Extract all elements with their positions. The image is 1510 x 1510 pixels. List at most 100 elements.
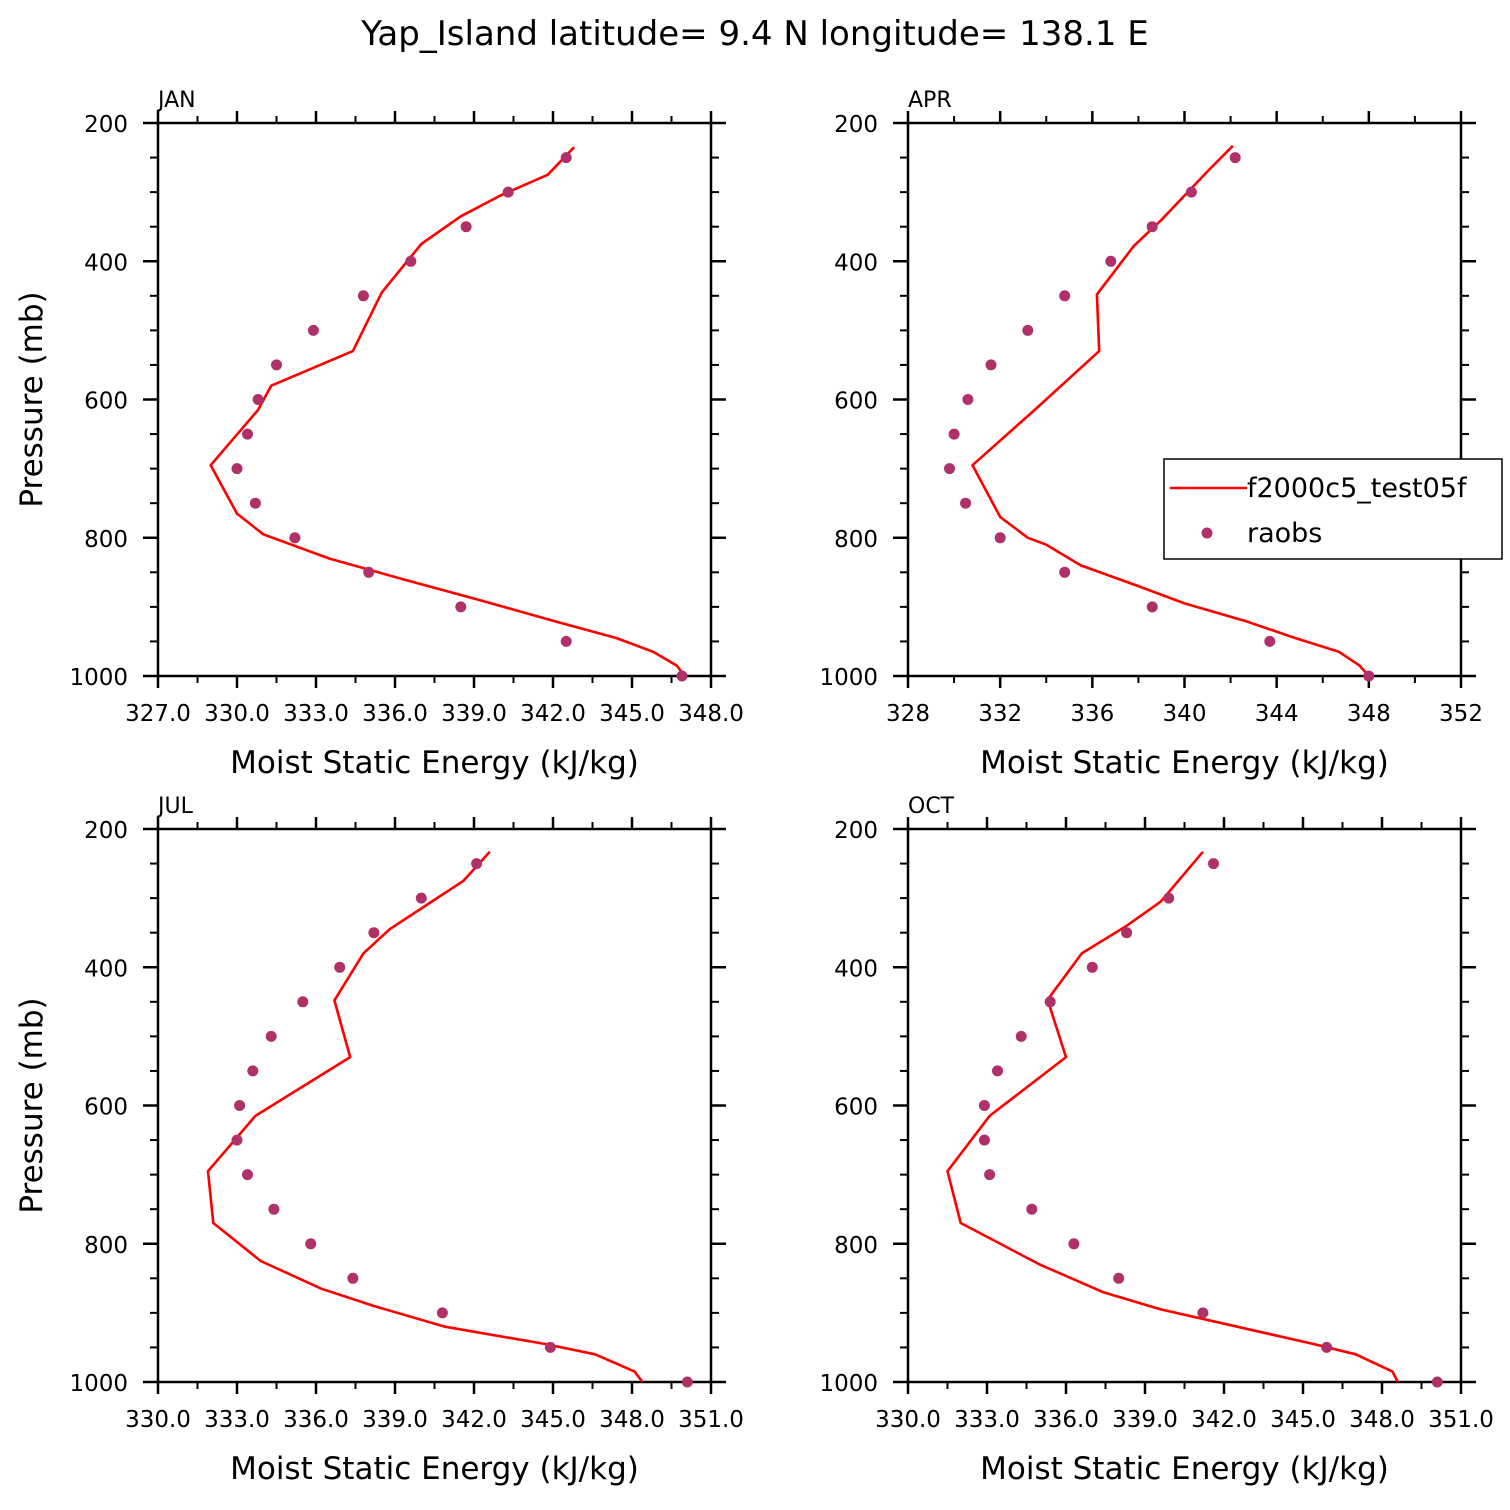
x-tick-label: 351.0 bbox=[1428, 1407, 1494, 1433]
legend-label-obs: raobs bbox=[1247, 518, 1322, 549]
obs-point bbox=[415, 892, 427, 904]
obs-point bbox=[1163, 892, 1175, 904]
y-axis-title: Pressure (mb) bbox=[14, 997, 50, 1213]
panel-label: JUL bbox=[156, 794, 194, 819]
obs-point bbox=[1146, 601, 1158, 613]
y-tick-label: 200 bbox=[834, 112, 878, 138]
obs-point bbox=[560, 635, 572, 647]
obs-point bbox=[268, 1203, 280, 1215]
y-tick-label: 800 bbox=[84, 527, 128, 553]
x-tick-label: 330.0 bbox=[125, 1407, 191, 1433]
obs-point bbox=[436, 1307, 448, 1319]
panel-label: APR bbox=[908, 88, 952, 113]
panel-jan: JAN 327.0 330.0 333.0 336.0 339.0 342.0 345.0 34… bbox=[14, 88, 744, 781]
x-tick-label: 336.0 bbox=[1033, 1407, 1099, 1433]
obs-point bbox=[544, 1341, 556, 1353]
y-tick-label: 600 bbox=[84, 1095, 128, 1121]
y-tick-label: 800 bbox=[834, 527, 878, 553]
obs-point bbox=[960, 497, 972, 509]
obs-point bbox=[1086, 961, 1098, 973]
x-tick-label: 330.0 bbox=[875, 1407, 941, 1433]
y-tick-label: 200 bbox=[84, 112, 128, 138]
x-tick-label: 351.0 bbox=[678, 1407, 744, 1433]
obs-point bbox=[347, 1272, 359, 1284]
obs-point bbox=[681, 1376, 693, 1388]
panel-apr: APR 328 332 336 340 344 348 352 200 400 600 800 1000… bbox=[819, 88, 1483, 781]
x-axis-title: Moist Static Energy (kJ/kg) bbox=[980, 1451, 1389, 1487]
obs-point bbox=[1015, 1030, 1027, 1042]
obs-point bbox=[1044, 996, 1056, 1008]
obs-point bbox=[944, 463, 955, 475]
x-tick-label: 339.0 bbox=[362, 1407, 428, 1433]
x-tick-label: 333.0 bbox=[954, 1407, 1020, 1433]
y-tick-label: 600 bbox=[834, 389, 878, 415]
obs-point bbox=[676, 670, 688, 682]
obs-point bbox=[1229, 152, 1241, 164]
series-line-jan bbox=[209, 146, 686, 677]
y-tick-label: 600 bbox=[84, 389, 128, 415]
x-tick-label: 348.0 bbox=[599, 1407, 665, 1433]
obs-point bbox=[978, 1100, 990, 1111]
obs-point bbox=[984, 1169, 996, 1181]
obs-point bbox=[252, 394, 264, 405]
obs-point bbox=[234, 1100, 246, 1111]
legend-dot-marker bbox=[1201, 527, 1213, 539]
panel-label: JAN bbox=[156, 88, 196, 113]
obs-point bbox=[948, 428, 960, 440]
obs-point bbox=[297, 996, 309, 1008]
y-tick-label: 400 bbox=[84, 956, 128, 982]
obs-point bbox=[1105, 255, 1117, 267]
x-tick-label: 345.0 bbox=[1270, 1407, 1336, 1433]
y-tick-label: 400 bbox=[834, 250, 878, 276]
obs-point bbox=[1431, 1376, 1443, 1388]
obs-point bbox=[231, 1134, 243, 1146]
obs-point bbox=[1068, 1238, 1080, 1250]
y-tick-label: 1000 bbox=[819, 1371, 878, 1397]
x-tick-label: 342.0 bbox=[1191, 1407, 1257, 1433]
obs-point bbox=[249, 497, 261, 509]
obs-point bbox=[460, 221, 472, 233]
x-tick-label: 339.0 bbox=[441, 701, 507, 727]
panel-oct: OCT 330.0 333.0 336.0 339.0 342.0 345.0 348.0 35… bbox=[819, 794, 1493, 1487]
obs-point bbox=[357, 290, 369, 302]
obs-point bbox=[1026, 1203, 1038, 1215]
y-tick-label: 1000 bbox=[69, 665, 128, 691]
x-tick-label: 333.0 bbox=[283, 701, 349, 727]
obs-point bbox=[363, 566, 375, 578]
x-tick-label: 339.0 bbox=[1112, 1407, 1178, 1433]
x-tick-label: 345.0 bbox=[520, 1407, 586, 1433]
obs-point bbox=[1363, 670, 1375, 682]
obs-point bbox=[1197, 1307, 1209, 1319]
y-axis-title: Pressure (mb) bbox=[14, 291, 50, 507]
x-tick-label: 344 bbox=[1255, 701, 1299, 727]
obs-point bbox=[242, 1169, 253, 1181]
y-tick-label: 800 bbox=[84, 1233, 128, 1259]
legend-box bbox=[1163, 458, 1503, 560]
obs-point bbox=[265, 1030, 277, 1042]
obs-point bbox=[1121, 927, 1133, 939]
obs-point bbox=[1059, 566, 1071, 578]
obs-point bbox=[231, 463, 243, 475]
obs-point bbox=[405, 255, 417, 267]
x-tick-label: 348.0 bbox=[678, 701, 744, 727]
x-tick-label: 340 bbox=[1163, 701, 1207, 727]
y-tick-label: 200 bbox=[84, 818, 128, 844]
obs-point bbox=[289, 532, 301, 544]
y-tick-label: 200 bbox=[834, 818, 878, 844]
figure-title: Yap_Island latitude= 9.4 N longitude= 13… bbox=[360, 14, 1148, 54]
x-tick-label: 336.0 bbox=[362, 701, 428, 727]
y-tick-label: 800 bbox=[834, 1233, 878, 1259]
obs-point bbox=[334, 961, 346, 973]
obs-point bbox=[368, 927, 380, 939]
x-tick-label: 330.0 bbox=[204, 701, 270, 727]
obs-point bbox=[1022, 324, 1034, 336]
x-axis-title: Moist Static Energy (kJ/kg) bbox=[230, 1451, 639, 1487]
x-tick-label: 345.0 bbox=[599, 701, 665, 727]
x-tick-label: 348 bbox=[1347, 701, 1391, 727]
obs-point bbox=[992, 1065, 1003, 1077]
obs-point bbox=[1208, 858, 1219, 870]
y-tick-label: 1000 bbox=[819, 665, 878, 691]
y-tick-label: 1000 bbox=[69, 1371, 128, 1397]
